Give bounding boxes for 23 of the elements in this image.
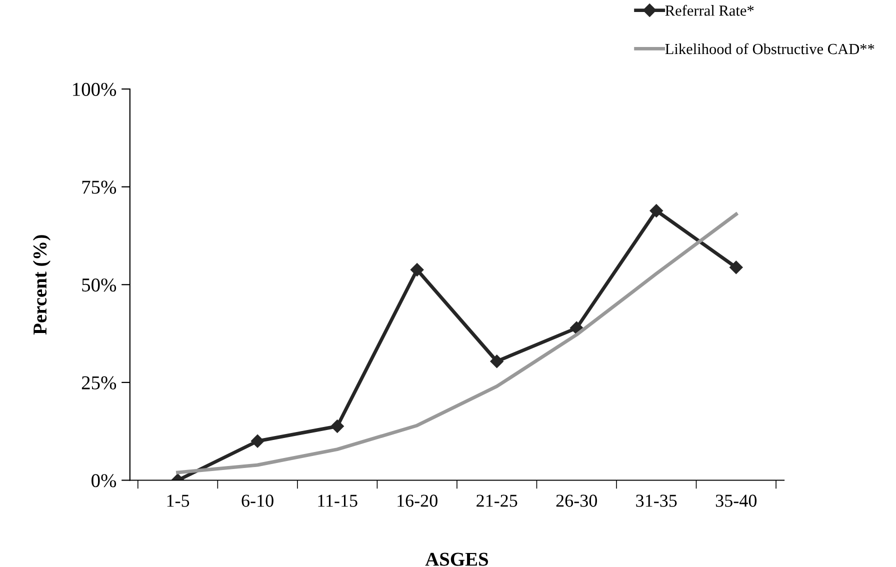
y-tick-label: 100%: [73, 82, 116, 96]
x-tick-label: 11-15: [318, 494, 358, 507]
x-axis-title: ASGES: [425, 552, 488, 566]
y-axis-title: Percent (%): [32, 235, 51, 335]
point: [650, 204, 663, 218]
y-tick-label: 75%: [82, 180, 116, 194]
legend-label: Likelihood of Obstructive CAD**: [665, 43, 874, 54]
x-tick-label: 6-10: [242, 494, 274, 507]
y-tick-label: 25%: [82, 376, 116, 390]
x-tick-label: 1-5: [167, 494, 190, 507]
x-tick-label: 21-25: [476, 494, 518, 507]
point: [490, 354, 504, 368]
point: [730, 260, 743, 274]
x-tick-label: 26-30: [556, 494, 597, 507]
x-tick-label: 35-40: [716, 494, 757, 507]
point: [410, 263, 424, 276]
x-tick-label: 16-20: [398, 494, 438, 507]
point: [330, 420, 344, 433]
point: [250, 434, 264, 448]
x-tick-label: 31-35: [636, 494, 677, 507]
legend-label: Referral Rate*: [665, 4, 754, 16]
y-tick-label: 50%: [82, 278, 116, 292]
y-tick-label: 0%: [92, 474, 116, 488]
